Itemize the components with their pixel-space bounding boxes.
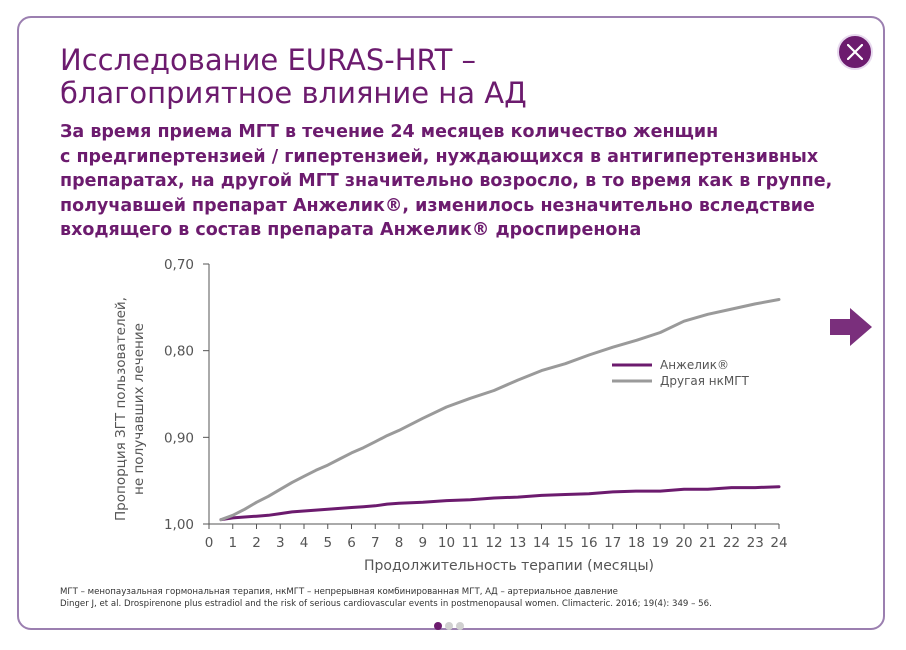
x-tick-label: 10 bbox=[438, 535, 455, 551]
x-tick-label: 11 bbox=[462, 535, 479, 551]
subtitle-line-4: получавшей препарат Анжелик®, изменилось… bbox=[60, 195, 815, 216]
series-line-2 bbox=[219, 298, 781, 522]
x-tick-label: 7 bbox=[371, 535, 380, 551]
x-tick-label: 18 bbox=[628, 535, 645, 551]
x-tick-label: 17 bbox=[604, 535, 621, 551]
close-icon bbox=[847, 44, 863, 60]
page-subtitle: За время приема МГТ в течение 24 месяцев… bbox=[60, 120, 840, 243]
pagination-dot[interactable] bbox=[445, 622, 453, 630]
arrow-right-icon bbox=[830, 308, 872, 346]
x-tick-label: 9 bbox=[418, 535, 427, 551]
next-slide-button[interactable] bbox=[830, 308, 872, 346]
subtitle-line-2: с предгипертензией / гипертензией, нужда… bbox=[60, 146, 819, 167]
x-tick-label: 13 bbox=[509, 535, 526, 551]
footnote: МГТ – менопаузальная гормональная терапи… bbox=[60, 586, 860, 610]
pagination-dots bbox=[434, 615, 467, 630]
x-tick-label: 6 bbox=[347, 535, 356, 551]
subtitle-line-3: препаратах, на другой МГТ значительно во… bbox=[60, 171, 833, 191]
x-tick-label: 15 bbox=[557, 535, 574, 551]
subtitle-line-5: входящего в состав препарата Анжелик® др… bbox=[60, 220, 642, 240]
footnote-abbreviations: МГТ – менопаузальная гормональная терапи… bbox=[60, 587, 618, 597]
y-tick-label: 1,00 bbox=[164, 517, 194, 533]
pagination-dot[interactable] bbox=[456, 622, 464, 630]
x-tick-label: 8 bbox=[395, 535, 404, 551]
x-tick-label: 24 bbox=[770, 535, 787, 551]
x-tick-label: 22 bbox=[723, 535, 740, 551]
x-axis-label: Продолжительность терапии (месяцы) bbox=[364, 558, 654, 574]
y-tick-label: 0,70 bbox=[164, 257, 194, 273]
y-axis-label-line: Пропорция ЗГТ пользователей, bbox=[113, 297, 129, 521]
x-tick-label: 3 bbox=[276, 535, 285, 551]
x-tick-label: 14 bbox=[533, 535, 550, 551]
y-tick-label: 0,90 bbox=[164, 430, 194, 446]
x-tick-label: 21 bbox=[699, 535, 716, 551]
title-line-1: Исследование EURAS-HRT – bbox=[60, 43, 476, 77]
page-title: Исследование EURAS-HRT – благоприятное в… bbox=[60, 44, 760, 110]
legend-label-1: Анжелик® bbox=[660, 358, 729, 372]
x-tick-label: 23 bbox=[747, 535, 764, 551]
x-tick-label: 16 bbox=[580, 535, 597, 551]
x-tick-label: 19 bbox=[652, 535, 669, 551]
subtitle-line-1: За время приема МГТ в течение 24 месяцев… bbox=[60, 122, 719, 142]
y-tick-label: 0,80 bbox=[164, 344, 194, 360]
x-tick-label: 12 bbox=[485, 535, 502, 551]
x-tick-label: 4 bbox=[300, 535, 309, 551]
x-tick-label: 1 bbox=[228, 535, 237, 551]
x-tick-label: 2 bbox=[252, 535, 261, 551]
close-button[interactable] bbox=[837, 34, 873, 70]
x-tick-label: 20 bbox=[675, 535, 692, 551]
y-axis-label-line: не получавших лечение bbox=[131, 323, 147, 495]
footnote-reference: Dinger J, et al. Drospirenone plus estra… bbox=[60, 599, 712, 609]
legend-label-2: Другая нкМГТ bbox=[660, 374, 750, 388]
series-line-1 bbox=[219, 485, 781, 522]
slide-frame bbox=[17, 16, 885, 630]
x-tick-label: 5 bbox=[323, 535, 332, 551]
pagination-dot[interactable] bbox=[434, 622, 442, 630]
title-line-2: благоприятное влияние на АД bbox=[60, 76, 527, 110]
x-tick-label: 0 bbox=[205, 535, 214, 551]
